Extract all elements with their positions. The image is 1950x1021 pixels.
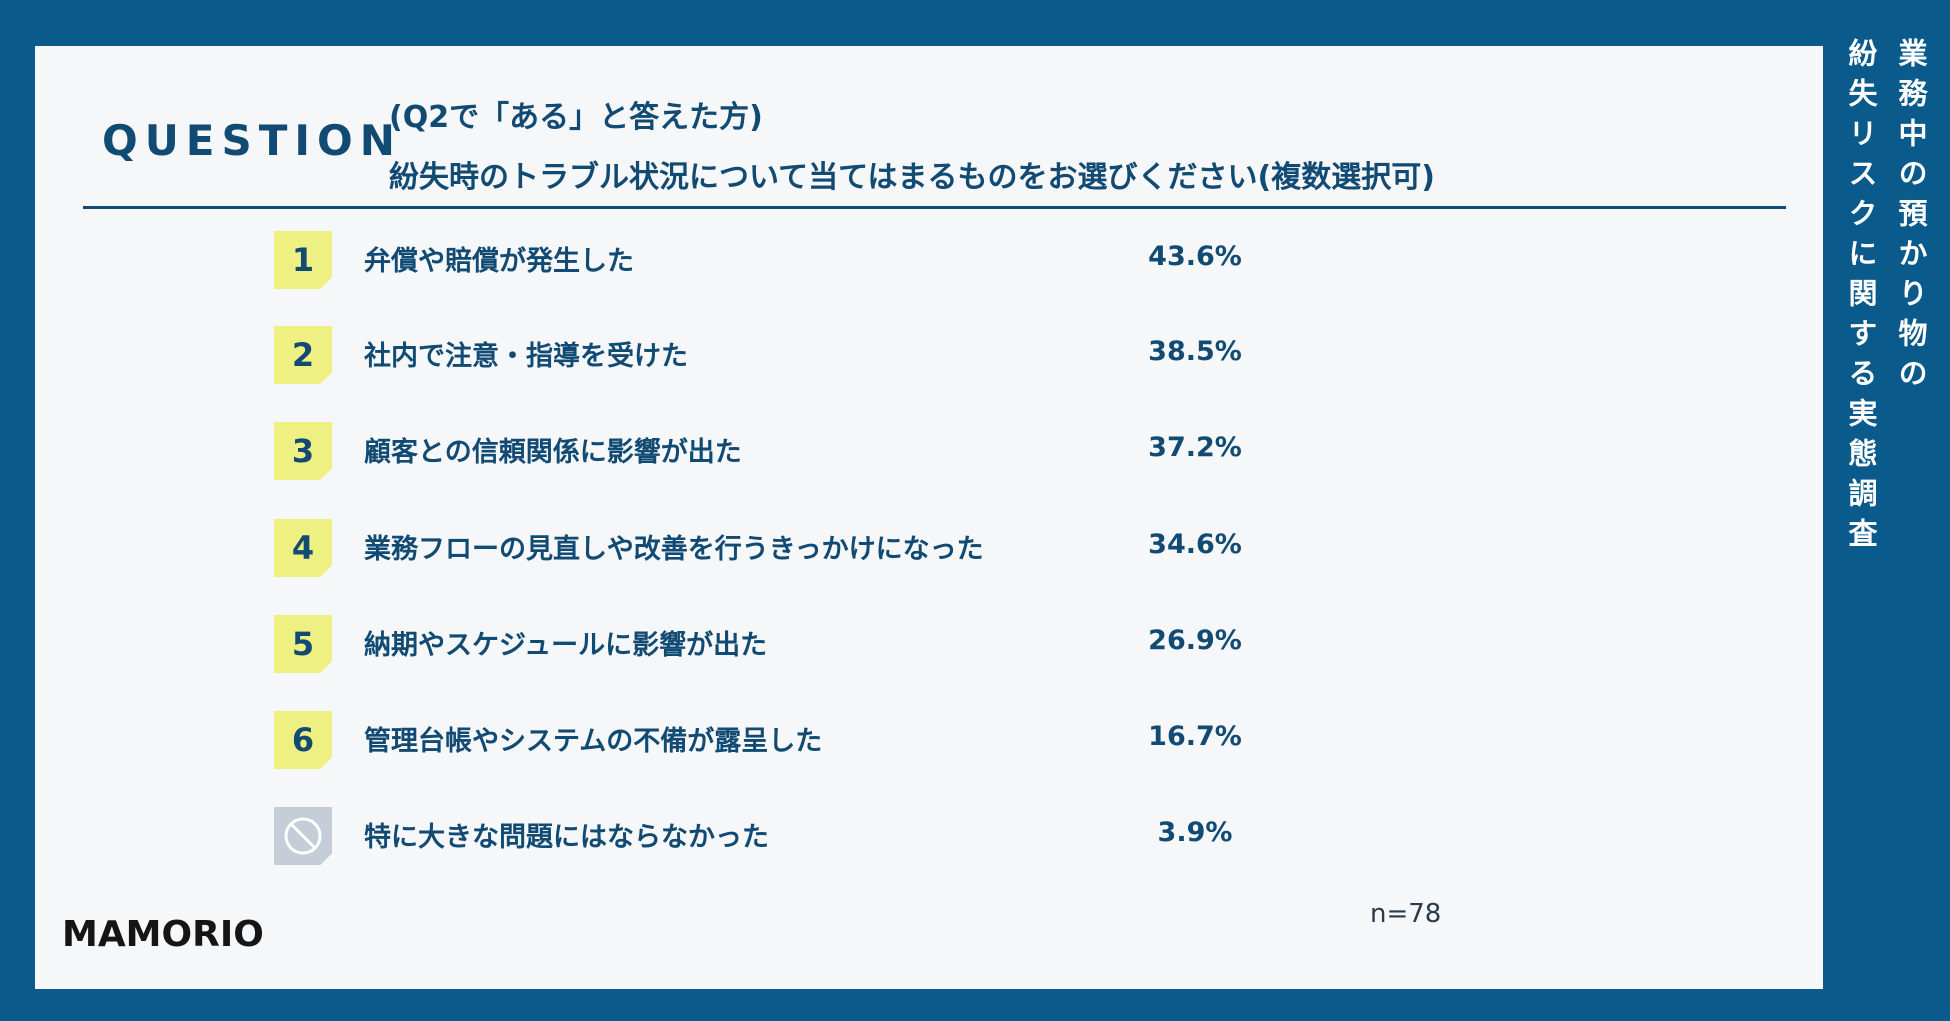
row-value: 16.7%	[1148, 721, 1242, 752]
row-label: 業務フローの見直しや改善を行うきっかけになった	[364, 534, 984, 565]
content-panel: QUESTION (Q2で「ある」と答えた方) 紛失時のトラブル状況について当て…	[35, 46, 1823, 989]
rank-badge-3: 3	[274, 422, 332, 480]
rank-badge-4: 4	[274, 519, 332, 577]
header-divider	[83, 206, 1786, 209]
row-label: 顧客との信頼関係に影響が出た	[364, 437, 742, 468]
row-label: 管理台帳やシステムの不備が露呈した	[364, 726, 823, 757]
rank-badge-5: 5	[274, 615, 332, 673]
row-value: 37.2%	[1148, 432, 1242, 463]
row-value: 3.9%	[1157, 817, 1233, 848]
row-value: 38.5%	[1148, 336, 1242, 367]
rank-badge-1: 1	[274, 231, 332, 289]
row-label: 社内で注意・指導を受けた	[364, 341, 688, 372]
side-title-line-1: 業務中の預かり物の	[1894, 38, 1928, 398]
side-title: 業務中の預かり物の 紛失リスクに関する実態調査	[1840, 38, 1932, 558]
prohibited-icon	[284, 817, 322, 855]
row-label: 特に大きな問題にはならなかった	[364, 822, 769, 853]
question-label: QUESTION	[102, 116, 402, 165]
no-problem-badge	[274, 807, 332, 865]
row-label: 弁償や賠償が発生した	[364, 246, 634, 277]
sample-size: n=78	[1370, 899, 1442, 929]
rank-badge-2: 2	[274, 326, 332, 384]
rank-badge-6: 6	[274, 711, 332, 769]
side-title-line-2: 紛失リスクに関する実態調査	[1844, 38, 1878, 558]
row-value: 26.9%	[1148, 625, 1242, 656]
row-value: 43.6%	[1148, 241, 1242, 272]
question-condition: (Q2で「ある」と答えた方)	[389, 100, 763, 135]
row-label: 納期やスケジュールに影響が出た	[364, 630, 768, 661]
question-text: 紛失時のトラブル状況について当てはまるものをお選びください(複数選択可)	[389, 160, 1435, 195]
mamorio-logo: MAMORIO	[62, 914, 264, 955]
row-value: 34.6%	[1148, 529, 1242, 560]
